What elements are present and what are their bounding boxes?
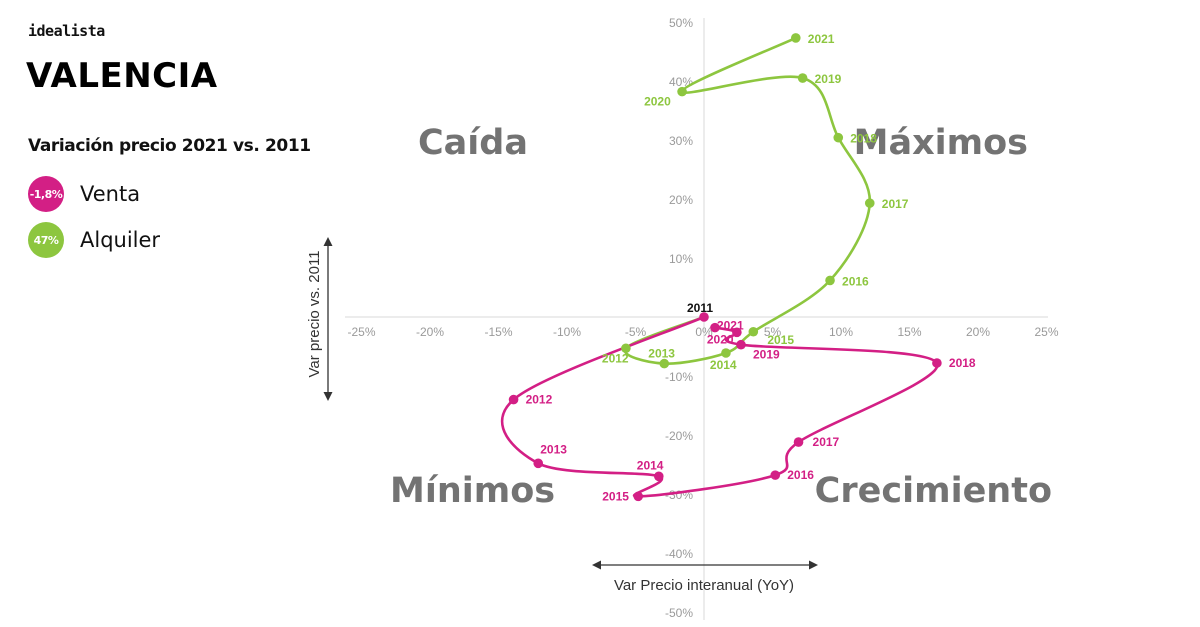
venta-point-2013 [533, 458, 544, 469]
x-tick-label-5pct: 5% [764, 325, 782, 339]
alquiler-point-label-2013: 2013 [648, 347, 675, 361]
x-tick-label-15pct: 15% [897, 325, 921, 339]
y-tick-label-neg50pct: -50% [665, 606, 693, 620]
x-axis-arrow-left-icon [592, 560, 601, 570]
venta-point-2021 [710, 322, 720, 333]
venta-point-2011 [699, 312, 709, 322]
venta-point-label-2018: 2018 [949, 356, 976, 370]
alquiler-point-2015 [748, 326, 759, 337]
x-tick-label-neg5pct: -5% [625, 325, 647, 339]
quadrant-label-crecimiento: Crecimiento [815, 471, 1052, 511]
y-tick-label-neg40pct: -40% [665, 547, 693, 561]
origin-point-label: 2011 [687, 301, 713, 315]
venta-point-label-2019: 2019 [753, 348, 780, 362]
venta-point-label-2012: 2012 [526, 393, 553, 407]
alquiler-point-label-2021: 2021 [808, 32, 835, 46]
venta-point-2016 [770, 470, 781, 480]
y-axis-arrow-down-icon [323, 392, 333, 401]
venta-point-label-2020: 2020 [707, 332, 734, 346]
alquiler-point-label-2017: 2017 [882, 197, 909, 211]
alquiler-point-2017 [864, 198, 875, 208]
venta-point-label-2013: 2013 [540, 442, 567, 456]
alquiler-point-2013 [659, 358, 670, 369]
x-tick-label-10pct: 10% [829, 325, 853, 339]
x-tick-label-20pct: 20% [966, 325, 990, 339]
alquiler-point-label-2014: 2014 [710, 358, 737, 372]
y-tick-label-neg20pct: -20% [665, 429, 693, 443]
alquiler-point-label-2015: 2015 [767, 333, 794, 347]
quadrant-label-caída: Caída [418, 123, 528, 163]
alquiler-point-2014 [721, 348, 731, 358]
venta-point-label-2014: 2014 [637, 458, 664, 472]
y-tick-label-50pct: 50% [669, 16, 693, 30]
page-title: VALENCIA [26, 56, 218, 96]
venta-point-label-2015: 2015 [602, 489, 629, 503]
venta-point-2014 [653, 471, 664, 482]
venta-point-2015 [633, 491, 644, 502]
alquiler-label: Alquiler [80, 228, 161, 252]
x-axis-arrow-right-icon [809, 560, 818, 570]
alquiler-point-2021 [790, 33, 801, 43]
x-tick-label-neg20pct: -20% [416, 325, 444, 339]
brand-logo: idealista [28, 22, 105, 40]
legend-item-venta: -1,8% Venta [28, 176, 140, 212]
alquiler-point-2020 [677, 86, 687, 97]
alquiler-series-line [623, 36, 872, 365]
alquiler-point-label-2018: 2018 [850, 132, 877, 146]
alquiler-point-2012 [621, 343, 631, 354]
venta-point-label-2017: 2017 [813, 435, 840, 449]
y-axis-arrow-up-icon [323, 237, 333, 246]
venta-point-2012 [508, 394, 519, 405]
y-axis-label: Var precio vs. 2011 [306, 250, 323, 377]
alquiler-point-label-2020: 2020 [644, 95, 671, 109]
alquiler-point-label-2012: 2012 [602, 351, 629, 365]
alquiler-point-2019 [797, 73, 808, 83]
venta-point-2019 [736, 339, 746, 350]
venta-badge: -1,8% [28, 176, 64, 212]
alquiler-point-2018 [833, 132, 844, 143]
x-tick-label-neg10pct: -10% [553, 325, 581, 339]
venta-point-label-2021: 2021 [717, 319, 744, 333]
venta-series-line [500, 315, 939, 498]
x-tick-label-0pct: 0% [695, 325, 713, 339]
y-tick-label-40pct: 40% [669, 75, 693, 89]
legend-item-alquiler: 47% Alquiler [28, 222, 160, 258]
alquiler-badge: 47% [28, 222, 64, 258]
quadrant-label-máximos: Máximos [854, 123, 1028, 163]
x-tick-label-neg25pct: -25% [347, 325, 375, 339]
venta-point-label-2016: 2016 [787, 468, 814, 482]
alquiler-point-label-2019: 2019 [815, 72, 842, 86]
venta-point-2020 [732, 327, 742, 338]
venta-label: Venta [80, 182, 141, 206]
venta-point-2017 [793, 437, 804, 447]
alquiler-point-2016 [825, 275, 835, 286]
venta-point-2018 [932, 358, 942, 368]
quadrant-label-mínimos: Mínimos [390, 471, 555, 511]
y-tick-label-30pct: 30% [669, 134, 693, 148]
x-tick-label-25pct: 25% [1034, 325, 1058, 339]
y-tick-label-20pct: 20% [669, 193, 693, 207]
x-axis-label: Var Precio interanual (YoY) [614, 577, 794, 594]
x-tick-label-neg15pct: -15% [484, 325, 512, 339]
y-tick-label-10pct: 10% [669, 252, 693, 266]
y-tick-label-neg10pct: -10% [665, 370, 693, 384]
chart-subtitle: Variación precio 2021 vs. 2011 [28, 136, 311, 156]
alquiler-point-label-2016: 2016 [842, 274, 869, 288]
